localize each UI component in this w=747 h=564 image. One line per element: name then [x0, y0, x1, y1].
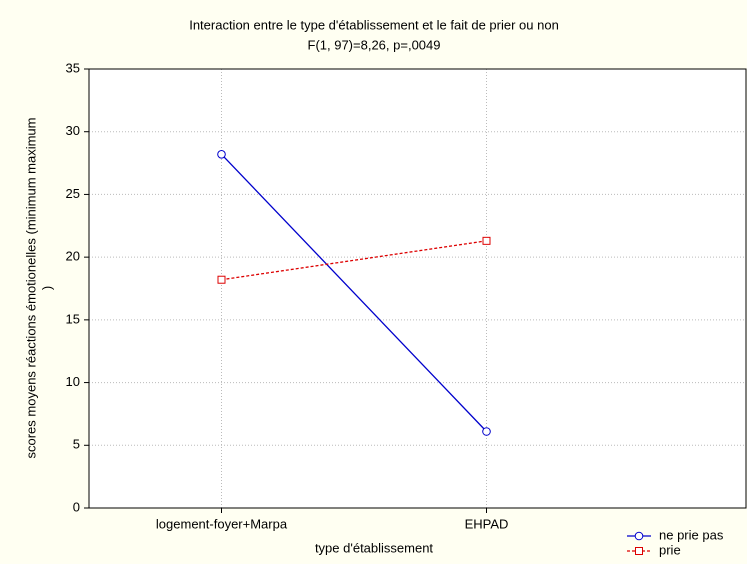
y-tick-label: 10: [66, 374, 80, 389]
plot-frame: [88, 68, 747, 509]
x-tick-label: EHPAD: [465, 516, 509, 531]
x-tick-label: logement-foyer+Marpa: [156, 516, 288, 531]
y-tick-label: 35: [66, 60, 80, 75]
series-line: [221, 153, 487, 432]
data-point: [482, 236, 491, 245]
legend-marker: [634, 531, 644, 541]
legend-label: ne prie pas: [659, 527, 724, 542]
legend-label: prie: [659, 542, 681, 557]
y-tick-label: 15: [66, 311, 80, 326]
y-axis-label: ): [39, 286, 54, 290]
data-point: [482, 427, 491, 436]
y-tick-label: 20: [66, 249, 80, 264]
chart-subtitle: F(1, 97)=8,26, p=,0049: [308, 37, 441, 52]
data-point: [217, 149, 226, 159]
y-tick-label: 5: [73, 437, 80, 452]
legend-marker: [635, 547, 643, 555]
y-axis-label: scores moyens réactions émotionelles (mi…: [23, 118, 38, 459]
y-tick-label: 25: [66, 186, 80, 201]
plot-area: [89, 69, 746, 508]
y-tick-label: 30: [66, 123, 80, 138]
y-tick-label: 0: [73, 499, 80, 514]
data-point: [217, 275, 226, 284]
chart-title: Interaction entre le type d'établissemen…: [189, 17, 559, 32]
x-axis-label: type d'établissement: [315, 540, 433, 555]
